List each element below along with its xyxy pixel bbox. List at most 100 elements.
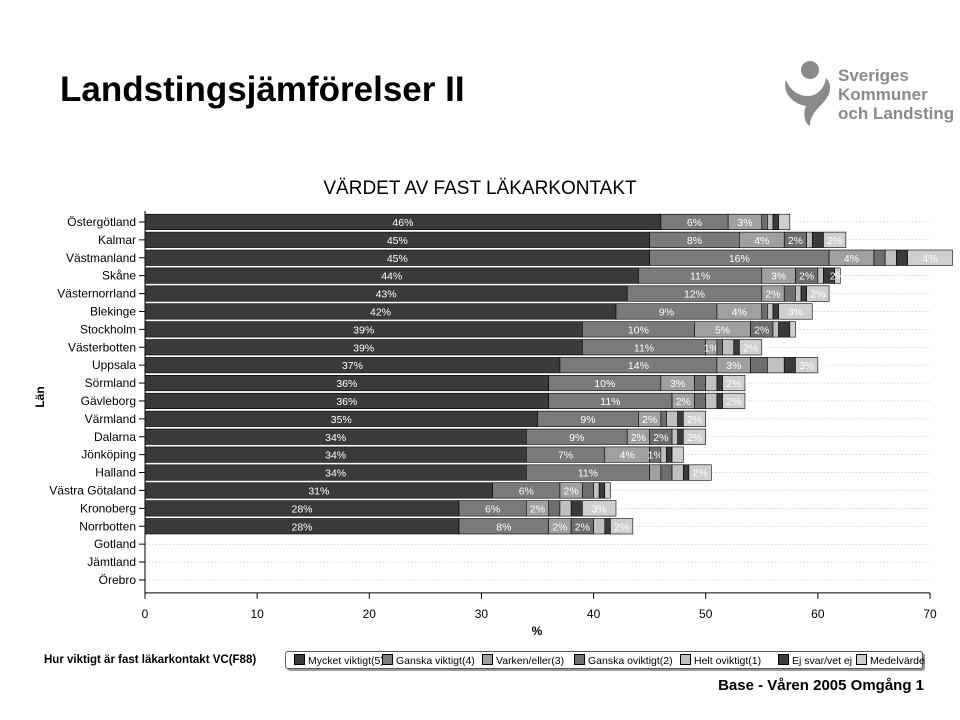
bar-segment <box>677 428 684 445</box>
y-tick-label: Jönköping <box>81 448 136 462</box>
bar-segment <box>896 249 908 266</box>
bar-segment <box>823 231 847 248</box>
bar-label: 3% <box>592 503 607 515</box>
skl-logo-icon <box>785 61 831 126</box>
bar-label: 28% <box>291 503 312 515</box>
bar-label: 14% <box>628 360 649 372</box>
y-tick-label: Jämtland <box>87 555 136 569</box>
bar-label: 2% <box>642 414 657 426</box>
header: Landstingsjämförelser II Sveriges Kommun… <box>0 0 960 150</box>
bar-segment <box>761 213 768 230</box>
bar-label: 34% <box>325 432 346 444</box>
bar-label: 45% <box>387 235 408 247</box>
y-tick-label: Västerbotten <box>68 340 136 354</box>
bar-segment <box>739 339 763 356</box>
y-tick-label: Västernorrland <box>57 287 136 301</box>
bar-label-extra: 2% <box>955 253 960 265</box>
bar-segment <box>795 285 802 302</box>
bar-label: 2% <box>726 396 741 408</box>
legend-title: Hur viktigt är fast läkarkontakt VC(F88) <box>44 654 257 666</box>
bar-segment <box>817 267 824 284</box>
legend-swatch <box>856 654 867 665</box>
bar-segment <box>761 303 768 320</box>
bar-segment <box>660 446 667 463</box>
bar-segment <box>582 482 594 499</box>
bar-segment <box>806 231 813 248</box>
bar-label: 2% <box>830 271 845 283</box>
legend-swatch <box>482 654 493 665</box>
bar-segment <box>660 410 667 427</box>
bar-segment <box>778 321 791 338</box>
bar-label: 2% <box>687 432 702 444</box>
y-tick-label: Stockholm <box>80 322 136 336</box>
logo-text: Sveriges Kommuner och Landsting <box>838 66 954 123</box>
x-tick-label: 10 <box>250 607 264 621</box>
logo-line-3: och Landsting <box>838 104 955 123</box>
bar-label: 4% <box>732 306 747 318</box>
bar-label-extra: 2% <box>820 360 835 372</box>
bar-label: 4% <box>922 253 937 265</box>
bar-label: 9% <box>659 306 674 318</box>
bar-segment <box>772 303 779 320</box>
bar-label: 3% <box>726 360 741 372</box>
bar-segment <box>716 374 723 392</box>
y-tick-label: Blekinge <box>90 304 136 318</box>
bar-segment <box>688 464 712 481</box>
legend-item: Ganska oviktigt(2) <box>574 654 673 667</box>
bar-segment <box>772 213 779 230</box>
bar-segment <box>682 464 690 481</box>
bar-segment <box>800 285 807 302</box>
bar-segment <box>834 267 841 284</box>
bar-label: 45% <box>387 253 408 265</box>
logo-line-2: Kommuner <box>838 85 928 104</box>
bar-segment <box>666 410 678 427</box>
footer-text: Base - Våren 2005 Omgång 1 <box>718 677 924 694</box>
y-tick-label: Kronoberg <box>80 501 136 515</box>
bar-label: 2% <box>653 432 668 444</box>
bar-label: 10% <box>594 378 615 390</box>
bar-segment <box>778 213 791 230</box>
bar-label: 46% <box>392 217 413 229</box>
bar-segment <box>666 446 673 463</box>
bar-label: 3% <box>799 360 814 372</box>
bar-label: 42% <box>370 306 391 318</box>
legend-swatch <box>778 654 789 665</box>
y-tick-label: Sörmland <box>85 376 136 390</box>
legend: Hur viktigt är fast läkarkontakt VC(F88)… <box>40 650 925 672</box>
bar-label: 2% <box>687 414 702 426</box>
bar-segment <box>783 357 796 374</box>
bar-label: 2% <box>765 289 780 301</box>
x-tick-label: 30 <box>475 607 489 621</box>
bar-label: 34% <box>325 450 346 462</box>
y-tick-label: Västra Götaland <box>49 483 136 497</box>
y-tick-label: Halland <box>95 466 136 480</box>
bar-segment <box>559 500 572 517</box>
y-tick-label: Gotland <box>94 537 136 551</box>
legend-label: Varken/eller(3) <box>496 655 565 667</box>
bar-label: 31% <box>308 485 329 497</box>
x-tick-label: 40 <box>587 607 601 621</box>
logo-line-1: Sveriges <box>838 66 909 85</box>
legend-swatch <box>680 654 691 665</box>
bar-label: 2% <box>799 271 814 283</box>
bar-segment <box>767 357 785 374</box>
y-tick-label: Skåne <box>102 269 136 283</box>
bar-segment <box>907 249 953 266</box>
legend-item: Ej svar/vet ej <box>778 654 852 667</box>
bar-label: 11% <box>690 271 710 283</box>
bar-label: 2% <box>614 521 629 533</box>
bar-label: 36% <box>336 396 357 408</box>
bar-label: 9% <box>569 432 584 444</box>
bar-label: 28% <box>291 521 312 533</box>
bar-label: 2% <box>726 378 741 390</box>
y-tick-label: Kalmar <box>98 233 136 247</box>
legend-label: Mycket viktigt(5) <box>308 655 384 667</box>
bar-segment <box>604 518 611 535</box>
bar-segment <box>598 482 606 499</box>
bar-segment <box>789 321 796 338</box>
bar-segment <box>671 428 678 445</box>
bar-segment <box>783 285 796 302</box>
y-tick-label: Örebro <box>99 573 137 587</box>
y-tick-label: Dalarna <box>94 430 136 444</box>
